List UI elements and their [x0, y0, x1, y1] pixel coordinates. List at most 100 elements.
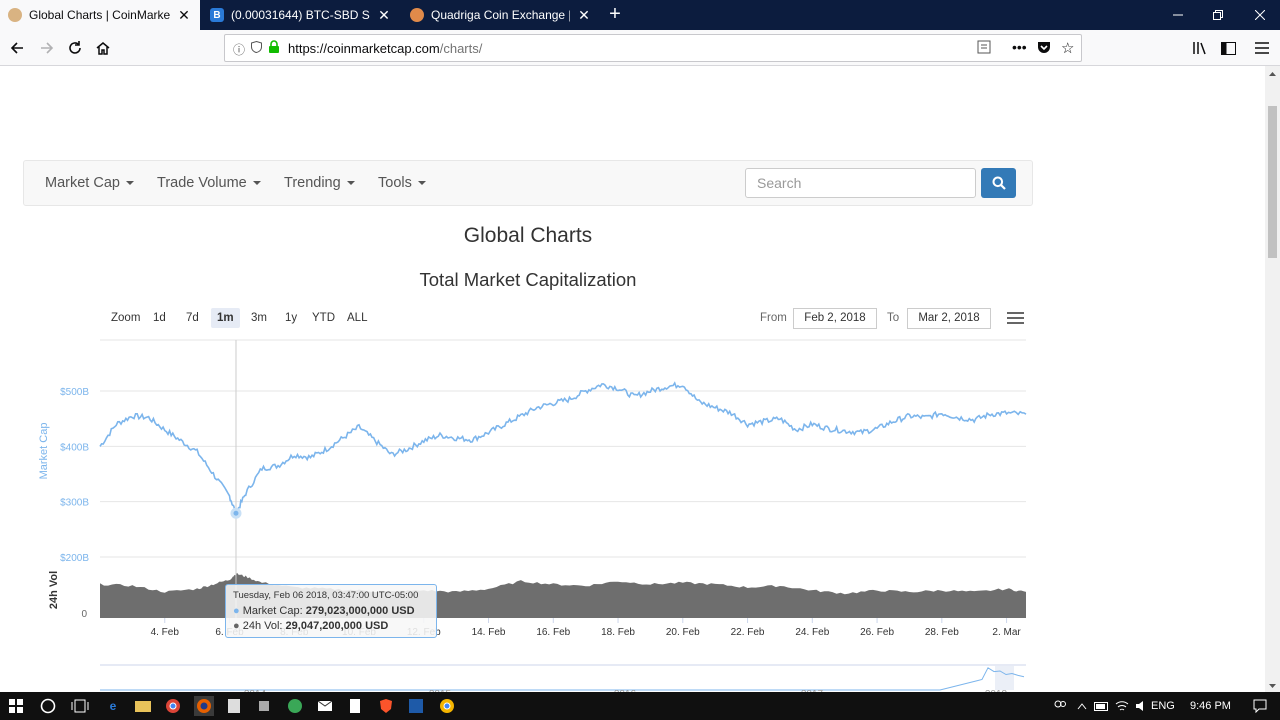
restore-icon — [1213, 10, 1223, 20]
zoom-7d-button[interactable]: 7d — [186, 312, 199, 324]
reader-view-icon[interactable] — [977, 40, 991, 57]
tooltip-volume-label: 24h Vol: — [242, 620, 283, 632]
tab-global-charts[interactable]: Global Charts | CoinMarketCap ✕ — [0, 0, 200, 30]
chrome-secondary-icon[interactable] — [437, 696, 457, 716]
close-window-button[interactable] — [1240, 0, 1280, 30]
arrow-left-icon — [10, 42, 23, 54]
tooltip-volume-value: 29,047,200,000 USD — [285, 620, 389, 632]
info-icon[interactable]: ⓘ — [233, 43, 246, 57]
market-cap-series-line — [99, 381, 1027, 517]
page-scrollbar[interactable] — [1265, 66, 1280, 692]
address-bar[interactable]: ⓘ https://coinmarketcap.com/charts/ ••• … — [224, 34, 1082, 62]
market-cap-chart[interactable]: $200B$300B$400B$500B Market Cap 24h Vol … — [0, 332, 1280, 692]
to-date-input[interactable]: Mar 2, 2018 — [907, 308, 991, 329]
calculator-app-icon[interactable] — [345, 696, 365, 716]
from-date-input[interactable]: Feb 2, 2018 — [793, 308, 877, 329]
url-text[interactable]: https://coinmarketcap.com/charts/ — [288, 41, 482, 56]
tools-app-icon[interactable] — [254, 696, 274, 716]
coinmarketcap-favicon-icon — [8, 8, 22, 22]
app-menu-button[interactable] — [1252, 38, 1272, 58]
cortana-button[interactable] — [38, 696, 58, 716]
green-app-icon[interactable] — [285, 696, 305, 716]
tracking-shield-icon[interactable] — [251, 40, 262, 56]
y-tick-label: $200B — [60, 553, 89, 564]
zoom-all-button[interactable]: ALL — [347, 312, 368, 324]
zoom-3m-button[interactable]: 3m — [251, 312, 267, 324]
battery-icon[interactable] — [1092, 696, 1112, 716]
nav-tools[interactable]: Tools — [378, 175, 426, 191]
x-tick-label: 20. Feb — [666, 627, 700, 638]
zoom-1d-button[interactable]: 1d — [153, 312, 166, 324]
minimize-window-button[interactable] — [1158, 0, 1198, 30]
zoom-1y-button[interactable]: 1y — [285, 312, 298, 324]
search-input[interactable] — [745, 168, 976, 198]
page-actions-icon[interactable]: ••• — [1012, 39, 1027, 55]
lock-icon[interactable] — [268, 40, 280, 57]
firefox-app-icon[interactable] — [194, 696, 214, 716]
chrome-app-icon[interactable] — [163, 696, 183, 716]
nav-trade-volume-label: Trade Volume — [157, 175, 247, 191]
zoom-ytd-button[interactable]: YTD — [312, 312, 335, 324]
home-button[interactable] — [92, 37, 114, 59]
hamburger-icon — [1255, 42, 1269, 54]
navigator-year-label: 2018 — [985, 689, 1008, 692]
bookmark-star-icon[interactable]: ☆ — [1061, 40, 1075, 57]
nav-trending-label: Trending — [284, 175, 341, 191]
home-icon — [96, 42, 110, 55]
reload-button[interactable] — [64, 37, 86, 59]
tab-steemdollars[interactable]: B (0.00031644) BTC-SBD SteemDollars ✕ — [202, 0, 400, 30]
navigator-selected-range[interactable] — [995, 666, 1014, 690]
navigator-year-label: 2015 — [429, 689, 452, 692]
zoom-1m-button[interactable]: 1m — [211, 308, 240, 328]
back-button[interactable] — [6, 37, 28, 59]
tab-quadriga[interactable]: Quadriga Coin Exchange | Referral ✕ — [402, 0, 600, 30]
start-button[interactable] — [6, 696, 26, 716]
bittrex-favicon-icon: B — [210, 8, 224, 22]
browser-toolbar: ⓘ https://coinmarketcap.com/charts/ ••• … — [0, 30, 1280, 66]
tab-title: Quadriga Coin Exchange | Referral — [431, 8, 570, 22]
forward-button[interactable] — [36, 37, 58, 59]
y-tick-label: $500B — [60, 387, 89, 398]
tab-title: Global Charts | CoinMarketCap — [29, 8, 170, 22]
scrollbar-thumb[interactable] — [1268, 106, 1277, 258]
mail-app-icon[interactable] — [315, 696, 335, 716]
search-button[interactable] — [981, 168, 1016, 198]
tray-chevron-icon[interactable] — [1072, 696, 1092, 716]
scroll-up-icon[interactable] — [1265, 68, 1280, 80]
chart-title: Total Market Capitalization — [419, 269, 637, 290]
blue-app-icon[interactable] — [406, 696, 426, 716]
search-icon — [992, 176, 1006, 190]
notepad-app-icon[interactable] — [224, 696, 244, 716]
close-tab-icon[interactable]: ✕ — [178, 6, 190, 23]
chart-gridlines — [100, 390, 1026, 558]
x-tick-label: 18. Feb — [601, 627, 635, 638]
pocket-icon[interactable] — [1037, 40, 1051, 57]
nav-market-cap[interactable]: Market Cap — [45, 175, 134, 191]
volume-icon[interactable] — [1132, 696, 1152, 716]
new-tab-button[interactable]: + — [609, 3, 621, 25]
sidebar-button[interactable] — [1218, 38, 1238, 58]
people-icon[interactable] — [1050, 696, 1070, 716]
wifi-icon[interactable] — [1112, 696, 1132, 716]
brave-app-icon[interactable] — [376, 696, 396, 716]
close-tab-icon[interactable]: ✕ — [578, 6, 590, 23]
input-language-indicator[interactable]: ENG — [1151, 700, 1175, 712]
nav-trending[interactable]: Trending — [284, 175, 355, 191]
taskbar-clock[interactable]: 9:46 PM — [1190, 700, 1231, 712]
task-view-button[interactable] — [70, 696, 90, 716]
x-tick-label: 4. Feb — [151, 627, 180, 638]
navigator-year-label: 2017 — [801, 689, 824, 692]
chart-export-menu-button[interactable] — [1007, 312, 1024, 326]
close-tab-icon[interactable]: ✕ — [378, 6, 390, 23]
from-label: From — [760, 312, 787, 324]
nav-market-cap-label: Market Cap — [45, 175, 120, 191]
y-axis-title: Market Cap — [38, 423, 50, 480]
library-button[interactable] — [1190, 38, 1210, 58]
file-explorer-icon[interactable] — [133, 696, 153, 716]
scroll-down-icon[interactable] — [1265, 680, 1280, 692]
nav-trade-volume[interactable]: Trade Volume — [157, 175, 261, 191]
edge-app-icon[interactable]: e — [109, 699, 117, 713]
notifications-icon[interactable] — [1250, 696, 1270, 716]
y2-axis-title: 24h Vol — [48, 571, 60, 609]
restore-window-button[interactable] — [1198, 0, 1238, 30]
